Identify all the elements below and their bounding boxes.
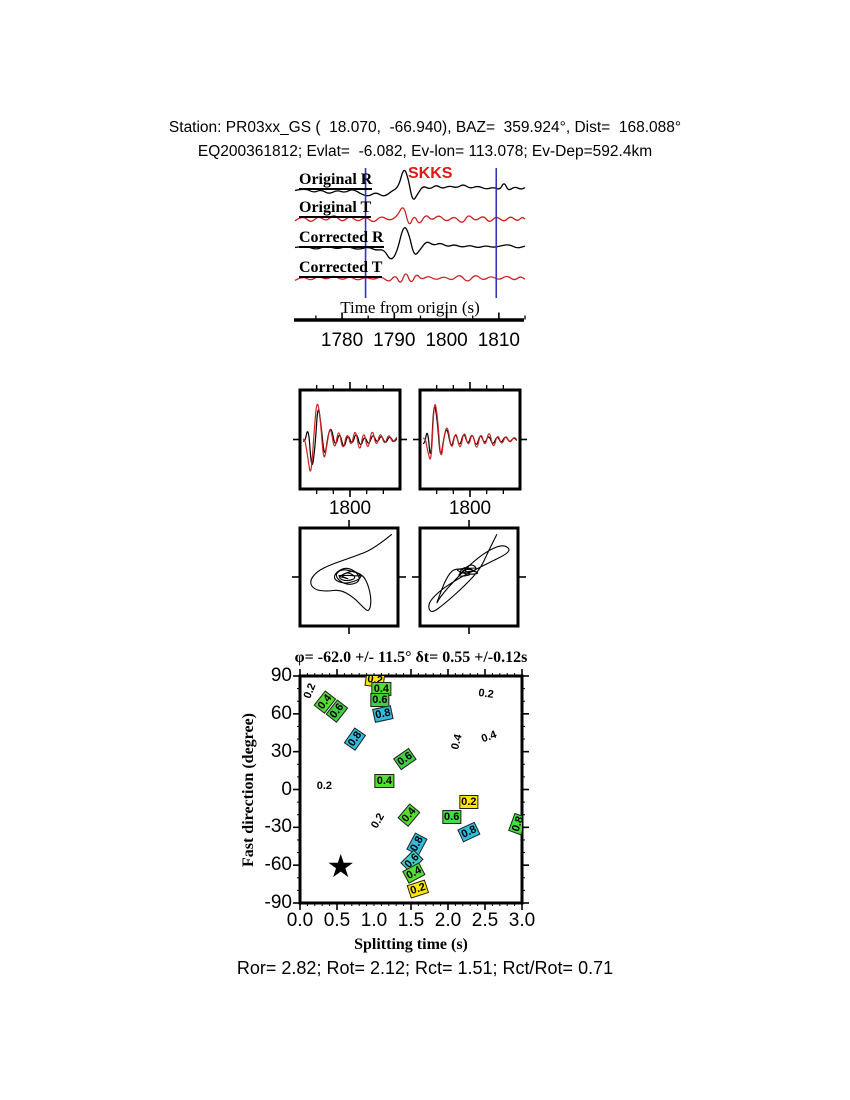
contour-xtick-1.5: 1.5 — [397, 910, 425, 931]
contour-ytick--30: -30 — [264, 816, 292, 838]
contour-ytick-60: 60 — [270, 702, 292, 724]
trace-corrected-t — [294, 273, 526, 283]
time-axis-title: Time from origin (s) — [340, 298, 480, 317]
contour-xtick-0.5: 0.5 — [323, 910, 351, 931]
time-tick-1810: 1810 — [477, 330, 520, 351]
contour-ytick--60: -60 — [264, 854, 292, 876]
contour-label-text: 0.2 — [316, 779, 333, 792]
event-header-line2: EQ200361812; Evlat= -6.082, Ev-lon= 113.… — [197, 143, 653, 160]
footer-statistics: Ror= 2.82; Rot= 2.12; Rct= 1.51; Rct/Rot… — [236, 958, 614, 978]
contour-annotations: 0.20.40.60.80.40.60.80.60.40.20.60.80.40… — [300, 676, 522, 903]
window-waveform-panels — [293, 382, 527, 497]
contour-label-text: 0.2 — [368, 811, 387, 831]
window-tick-label-1: 1800 — [328, 498, 372, 519]
contour-label-text: 0.2 — [301, 681, 319, 701]
trace-label-original-r: Original R — [299, 171, 373, 190]
contour-xtick-2.5: 2.5 — [471, 910, 499, 931]
time-axis — [294, 312, 526, 322]
contour-label-text: 0.4 — [479, 728, 498, 745]
contour-label-chip: 0.2 — [459, 795, 479, 810]
error-surface-panel — [293, 669, 529, 910]
contour-ytick-90: 90 — [270, 665, 292, 686]
window-tick-label-2: 1800 — [448, 498, 492, 519]
trace-label-corrected-t: Corrected T — [299, 259, 383, 278]
particle-motion-panels — [292, 520, 526, 634]
contour-ytick-30: 30 — [270, 740, 292, 762]
trace-original-t — [294, 207, 526, 225]
time-tick-1790: 1790 — [373, 330, 416, 351]
contour-ytick--90: -90 — [264, 892, 292, 913]
contour-xtick-3: 3.0 — [508, 910, 536, 931]
contour-xlabel: Splitting time (s) — [354, 936, 468, 953]
contour-xtick-1: 1.0 — [360, 910, 388, 931]
best-fit-star-marker: ★ — [326, 847, 356, 884]
trace-original-r — [294, 169, 526, 200]
contour-label-text: 0.4 — [449, 732, 465, 751]
contour-label-chip: 0.6 — [370, 692, 390, 707]
contour-title: φ= -62.0 +/- 11.5° δt= 0.55 +/-0.12s — [294, 649, 528, 666]
contour-ytick-0: 0 — [281, 778, 292, 800]
contour-label-chip: 0.8 — [343, 727, 367, 751]
contour-label-text: 0.2 — [478, 686, 495, 701]
contour-label-chip: 0.4 — [397, 802, 421, 827]
contour-xtick-0: 0.0 — [286, 910, 314, 931]
contour-label-chip: 0.6 — [393, 747, 417, 771]
contour-label-chip: 0.8 — [371, 704, 394, 723]
station-header-line1: Station: PR03xx_GS ( 18.070, -66.940), B… — [168, 119, 682, 136]
contour-label-chip: 0.6 — [442, 810, 462, 825]
time-tick-1780: 1780 — [320, 330, 364, 351]
contour-label-chip: 0.8 — [457, 821, 481, 843]
contour-xtick-2: 2.0 — [434, 910, 462, 931]
trace-label-corrected-r: Corrected R — [299, 229, 384, 248]
time-tick-1800: 1800 — [425, 330, 468, 351]
contour-label-chip: 0.4 — [374, 773, 395, 788]
trace-label-original-t: Original T — [299, 199, 372, 218]
contour-label-chip: 0.8 — [508, 812, 522, 836]
phase-label-skks: SKKS — [408, 165, 453, 182]
